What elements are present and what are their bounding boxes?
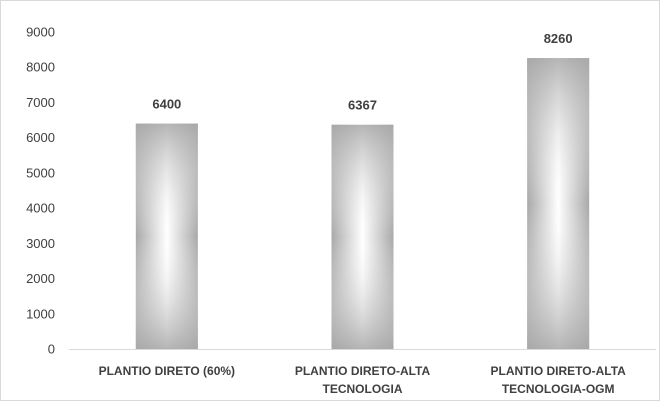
data-label: 6367 [348,98,377,113]
bar-shading [331,124,394,349]
y-tick-label: 1000 [26,306,55,321]
category-label: TECNOLOGIA [323,382,403,396]
data-label: 8260 [544,31,573,46]
bar-shading [527,58,590,349]
bars [135,58,590,349]
y-tick-label: 7000 [26,95,55,110]
category-labels: PLANTIO DIRETO (60%) PLANTIO DIRETO-ALTA T… [99,364,627,396]
y-tick-label: 4000 [26,201,55,216]
y-tick-label: 0 [48,342,55,357]
y-tick-label: 2000 [26,271,55,286]
y-tick-label: 3000 [26,236,55,251]
category-label: TECNOLOGIA-OGM [502,382,615,396]
category-label: PLANTIO DIRETO-ALTA [491,364,627,378]
y-tick-label: 5000 [26,165,55,180]
category-label: PLANTIO DIRETO-ALTA [295,364,431,378]
data-labels: 6400 6367 8260 [152,31,572,113]
y-tick-label: 6000 [26,130,55,145]
y-tick-label: 8000 [26,60,55,75]
y-tick-label: 9000 [26,25,55,40]
data-label: 6400 [152,97,181,112]
bar-shading [135,123,198,349]
category-label: PLANTIO DIRETO (60%) [99,364,235,378]
y-axis-ticks: 0 1000 2000 3000 4000 5000 6000 7000 8000 9000 [26,25,55,357]
